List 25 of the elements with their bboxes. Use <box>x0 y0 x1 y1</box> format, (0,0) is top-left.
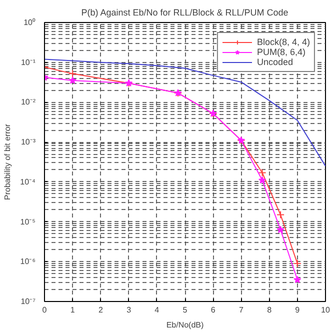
x-tick-label: 5 <box>182 306 188 314</box>
legend-label: Uncoded <box>256 57 293 67</box>
chart-title: P(b) Against Eb/No for RLL/Block & RLL/PUM Code <box>81 8 288 18</box>
x-tick-label: 0 <box>42 306 48 314</box>
x-tick-label: 2 <box>98 306 104 314</box>
x-tick-label: 3 <box>126 306 132 314</box>
x-tick-label: 1 <box>70 306 76 314</box>
x-tick-label: 9 <box>295 306 300 314</box>
y-tick-label: 10⁻⁷ <box>20 297 36 306</box>
y-tick-label: 10⁻⁴ <box>20 177 36 186</box>
y-tick-label: 10⁰ <box>24 18 36 27</box>
x-tick-label: 4 <box>154 306 160 314</box>
y-tick-label: 10⁻⁶ <box>20 257 36 266</box>
x-tick-label: 10 <box>321 306 330 314</box>
legend-label: Block(8, 4, 4) <box>256 37 310 47</box>
x-tick-label: 6 <box>210 306 216 314</box>
y-tick-label: 10⁻³ <box>20 138 36 147</box>
legend-label: PUM(8, 6,4) <box>256 47 306 57</box>
x-axis-title: Eb/No(dB) <box>166 320 204 330</box>
y-tick-label: 10⁻¹ <box>20 58 36 67</box>
y-axis-title: Probability of bit error <box>3 124 12 200</box>
x-tick-label: 8 <box>267 306 272 314</box>
x-tick-label: 7 <box>238 306 244 314</box>
y-tick-label: 10⁻² <box>20 98 36 107</box>
y-tick-label: 10⁻⁵ <box>20 217 36 226</box>
